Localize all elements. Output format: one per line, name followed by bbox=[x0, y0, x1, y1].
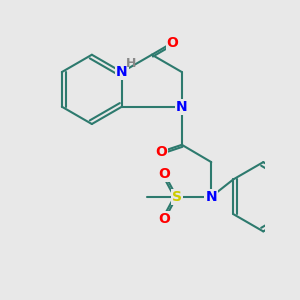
Text: H: H bbox=[126, 57, 137, 70]
Text: N: N bbox=[116, 65, 128, 79]
Text: N: N bbox=[206, 190, 217, 204]
Text: O: O bbox=[159, 167, 170, 181]
Text: S: S bbox=[172, 190, 182, 204]
Text: O: O bbox=[155, 145, 167, 159]
Text: O: O bbox=[167, 36, 178, 50]
Text: N: N bbox=[176, 100, 188, 114]
Text: O: O bbox=[159, 212, 170, 226]
